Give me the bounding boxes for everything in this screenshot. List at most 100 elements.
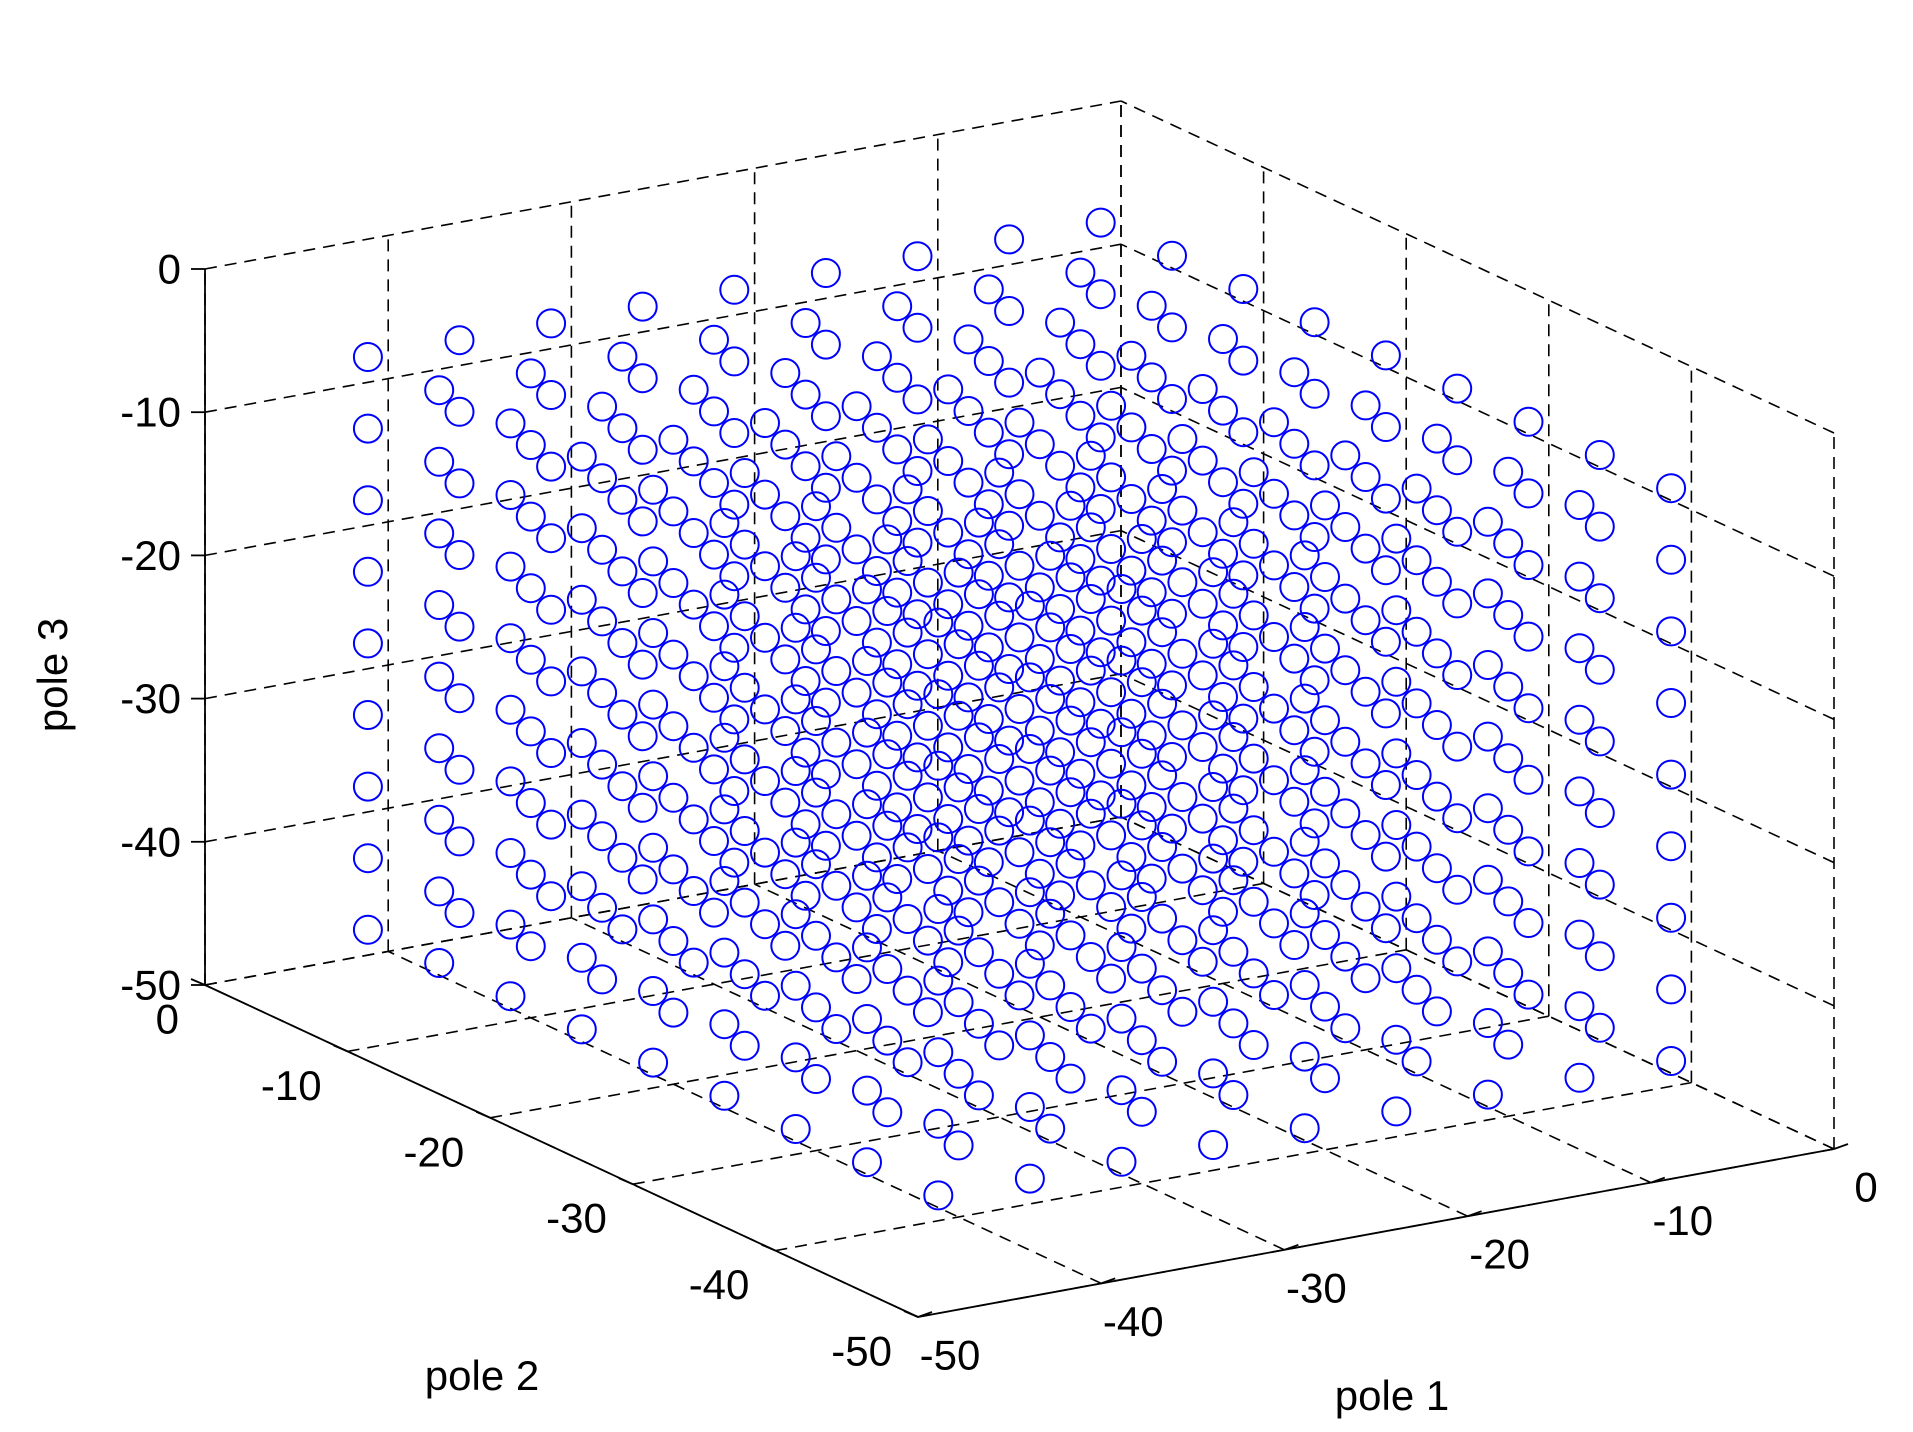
data-point xyxy=(1513,908,1544,938)
data-point xyxy=(1065,544,1096,574)
data-point xyxy=(1126,810,1157,841)
data-point xyxy=(566,656,597,687)
data-point xyxy=(444,754,475,785)
data-point xyxy=(729,529,760,560)
data-point xyxy=(1228,274,1259,304)
data-point xyxy=(790,809,821,840)
data-point xyxy=(729,672,760,703)
data-point xyxy=(1126,595,1157,626)
data-point xyxy=(495,766,526,797)
data-point xyxy=(994,510,1025,541)
data-point xyxy=(861,341,892,372)
data-point xyxy=(892,546,923,576)
data-point xyxy=(638,904,669,935)
data-point xyxy=(1035,898,1066,929)
data-point xyxy=(719,274,750,305)
data-point xyxy=(1299,307,1330,338)
data-point xyxy=(953,467,984,498)
data-point xyxy=(1116,770,1147,801)
data-point xyxy=(780,970,811,1001)
data-point xyxy=(1350,462,1381,492)
data-point xyxy=(515,430,546,460)
data-point xyxy=(607,699,638,730)
data-point xyxy=(1564,633,1595,664)
data-point xyxy=(515,358,546,389)
data-point xyxy=(750,766,780,796)
data-point xyxy=(1085,494,1116,524)
data-point xyxy=(770,501,801,532)
data-point xyxy=(1350,390,1381,421)
data-point xyxy=(1289,898,1320,929)
data-point xyxy=(1656,902,1687,933)
data-point xyxy=(923,679,954,710)
data-point xyxy=(587,964,618,995)
data-point xyxy=(1259,550,1289,581)
data-point xyxy=(515,859,546,890)
y-tick-label: -10 xyxy=(261,1062,322,1109)
data-point xyxy=(810,472,841,503)
data-point xyxy=(1035,755,1066,786)
data-point xyxy=(994,439,1025,470)
data-point xyxy=(709,651,740,682)
data-point xyxy=(933,732,964,763)
data-point xyxy=(1279,930,1310,960)
data-point xyxy=(678,374,709,405)
data-point xyxy=(882,792,913,823)
data-point xyxy=(882,434,913,465)
data-point xyxy=(1055,992,1086,1022)
data-point xyxy=(1085,565,1116,596)
data-point xyxy=(1208,538,1238,569)
data-point xyxy=(1238,1030,1269,1060)
grid-line xyxy=(1120,243,1835,577)
data-point xyxy=(1218,650,1249,681)
data-point xyxy=(1350,748,1381,779)
data-point xyxy=(1136,792,1167,822)
data-point xyxy=(1299,593,1330,624)
data-point xyxy=(963,794,994,824)
data-point xyxy=(729,601,760,632)
data-point xyxy=(709,1080,740,1111)
data-point xyxy=(699,754,729,785)
data-point xyxy=(1330,941,1361,972)
data-point xyxy=(984,529,1015,560)
data-point xyxy=(352,771,383,802)
data-point xyxy=(495,838,526,868)
grid-line xyxy=(1120,529,1835,864)
data-point xyxy=(515,716,546,747)
data-point xyxy=(1198,557,1229,588)
data-point xyxy=(973,274,1004,305)
data-point xyxy=(953,682,984,713)
data-point xyxy=(1564,848,1595,878)
data-point xyxy=(1228,345,1259,376)
data-point xyxy=(1310,920,1340,950)
data-point xyxy=(1075,727,1106,758)
data-point xyxy=(943,700,974,731)
data-point xyxy=(627,434,658,465)
data-point xyxy=(1381,953,1412,984)
data-point xyxy=(638,546,669,577)
data-point xyxy=(1299,736,1330,767)
data-point xyxy=(1096,820,1127,851)
data-point xyxy=(1493,600,1524,630)
data-point xyxy=(536,451,567,482)
data-point xyxy=(953,539,984,570)
data-point xyxy=(1055,920,1086,951)
data-point xyxy=(1401,760,1432,790)
data-point xyxy=(444,468,475,499)
data-point xyxy=(1310,776,1340,807)
data-point xyxy=(1370,770,1401,800)
data-point xyxy=(1442,946,1473,977)
data-point xyxy=(872,810,903,841)
x-tick-label: 0 xyxy=(1854,1164,1877,1211)
data-point xyxy=(861,914,892,944)
data-point xyxy=(790,594,821,625)
data-point xyxy=(699,539,729,570)
data-point xyxy=(902,527,933,558)
data-point xyxy=(627,864,658,895)
data-point xyxy=(933,589,964,620)
data-point xyxy=(1045,665,1076,696)
data-point xyxy=(1065,615,1096,646)
data-point xyxy=(821,656,852,686)
data-point xyxy=(719,776,750,806)
data-point xyxy=(892,689,923,720)
